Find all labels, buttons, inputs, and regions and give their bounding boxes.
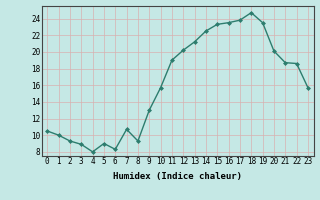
X-axis label: Humidex (Indice chaleur): Humidex (Indice chaleur) — [113, 172, 242, 181]
